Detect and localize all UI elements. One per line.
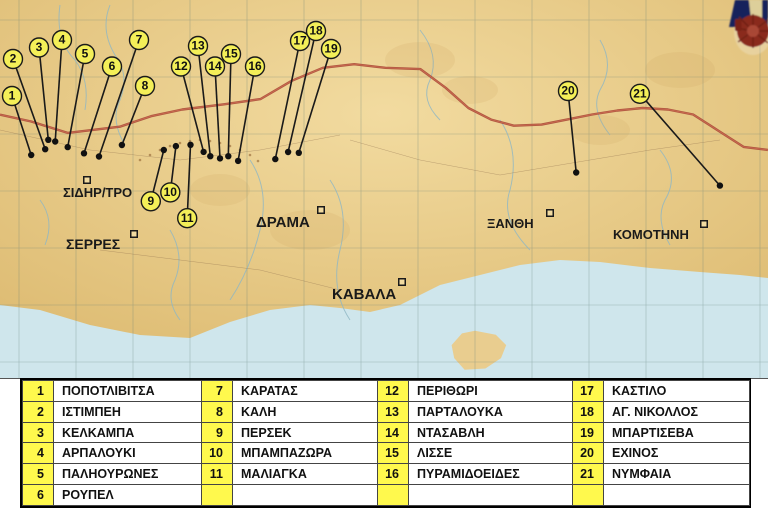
svg-text:ΔΡΑΜΑ: ΔΡΑΜΑ xyxy=(256,214,310,231)
svg-text:19: 19 xyxy=(324,42,338,56)
svg-text:13: 13 xyxy=(191,39,205,53)
svg-text:15: 15 xyxy=(224,47,238,61)
svg-text:11: 11 xyxy=(181,211,194,225)
svg-text:ΞΑΝΘΗ: ΞΑΝΘΗ xyxy=(487,216,534,231)
svg-text:6: 6 xyxy=(109,59,116,73)
svg-text:ΚΑΒΑΛΑ: ΚΑΒΑΛΑ xyxy=(332,286,396,303)
svg-text:10: 10 xyxy=(164,185,178,199)
svg-text:4: 4 xyxy=(59,33,66,47)
svg-text:1: 1 xyxy=(9,89,16,103)
svg-text:14: 14 xyxy=(208,59,222,73)
svg-text:ΣΕΡΡΕΣ: ΣΕΡΡΕΣ xyxy=(66,236,120,252)
svg-text:8: 8 xyxy=(142,79,149,93)
svg-text:3: 3 xyxy=(36,40,43,54)
svg-text:5: 5 xyxy=(82,47,89,61)
svg-text:20: 20 xyxy=(561,84,575,98)
svg-text:7: 7 xyxy=(136,33,143,47)
svg-text:21: 21 xyxy=(633,87,647,101)
svg-text:ΚΟΜΟΤΗΝΗ: ΚΟΜΟΤΗΝΗ xyxy=(613,227,689,242)
svg-text:18: 18 xyxy=(309,24,323,38)
svg-text:12: 12 xyxy=(174,59,188,73)
svg-text:9: 9 xyxy=(147,194,154,208)
svg-text:16: 16 xyxy=(248,59,262,73)
svg-text:17: 17 xyxy=(293,34,307,48)
svg-text:2: 2 xyxy=(10,52,17,66)
svg-text:ΣΙΔΗΡ/ΤΡΟ: ΣΙΔΗΡ/ΤΡΟ xyxy=(63,185,132,200)
